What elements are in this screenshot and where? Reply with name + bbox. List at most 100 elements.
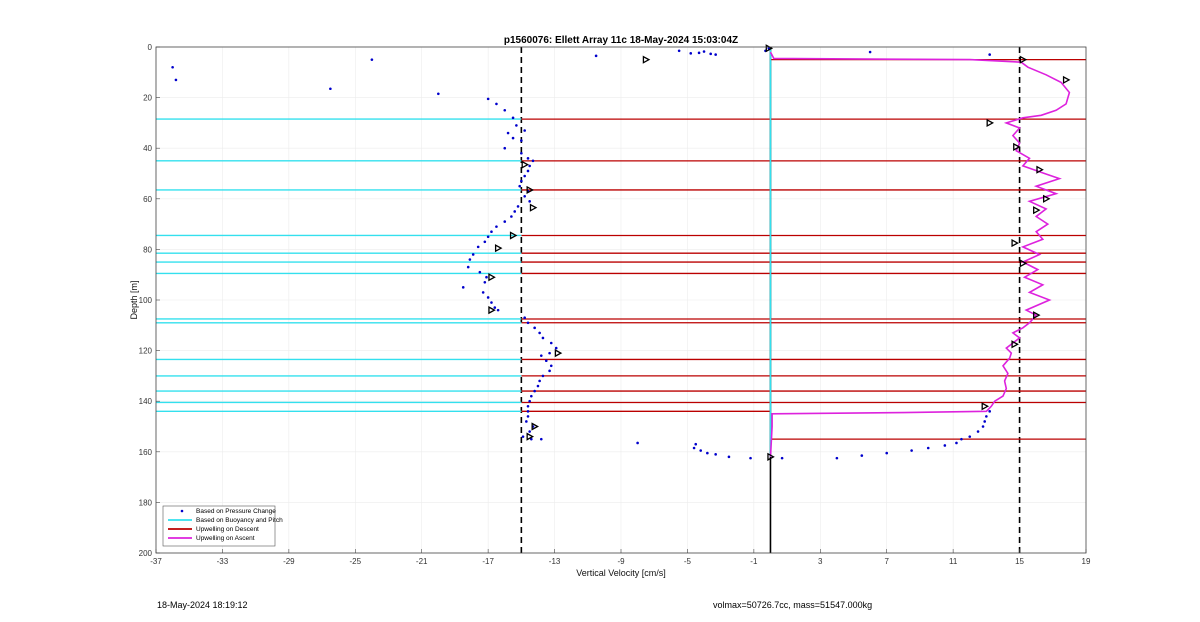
y-tick-label: 20 bbox=[143, 94, 152, 103]
x-tick-label: -33 bbox=[217, 557, 229, 566]
pressure-point bbox=[860, 454, 864, 457]
pressure-point bbox=[486, 235, 490, 239]
pressure-point bbox=[490, 301, 493, 304]
pressure-point bbox=[749, 456, 752, 460]
descent-lines bbox=[521, 59, 1086, 440]
pressure-point bbox=[692, 446, 696, 450]
pressure-point bbox=[699, 449, 703, 452]
x-tick-label: -5 bbox=[684, 557, 692, 566]
x-tick-label: -21 bbox=[416, 557, 428, 566]
triangle-marker bbox=[521, 160, 530, 169]
pressure-point bbox=[702, 50, 706, 53]
pressure-point bbox=[910, 449, 913, 452]
pressure-point bbox=[523, 129, 526, 132]
pressure-point bbox=[943, 444, 947, 447]
pressure-point bbox=[495, 225, 498, 228]
triangle-marker bbox=[488, 273, 496, 282]
pressure-point bbox=[486, 296, 490, 299]
pressure-point bbox=[503, 146, 507, 150]
y-tick-label: 80 bbox=[143, 245, 152, 254]
pressure-point bbox=[528, 164, 531, 168]
triangle-marker bbox=[529, 203, 538, 212]
pressure-point bbox=[520, 179, 523, 183]
triangle-marker bbox=[1013, 142, 1021, 152]
x-tick-label: -9 bbox=[617, 557, 625, 566]
triangle-marker bbox=[1062, 75, 1071, 84]
legend-swatch-pressure bbox=[180, 509, 184, 513]
pressure-point bbox=[520, 139, 523, 142]
x-tick-label: 3 bbox=[818, 557, 823, 566]
pressure-point bbox=[981, 425, 985, 428]
footer-info: volmax=50726.7cc, mass=51547.000kg bbox=[713, 600, 873, 610]
x-tick-label: -29 bbox=[283, 557, 295, 566]
pressure-point bbox=[714, 453, 717, 456]
pressure-point bbox=[171, 65, 174, 69]
pressure-point bbox=[926, 446, 930, 450]
triangle-marker bbox=[554, 349, 563, 358]
x-tick-label: 15 bbox=[1015, 557, 1024, 566]
x-axis-ticks: -37 -33 -29 -25 -21 -17 -13 -9 -5 -1 3 7 11 15 19 bbox=[150, 549, 1091, 566]
pressure-point bbox=[483, 280, 487, 284]
pressure-point bbox=[968, 435, 972, 438]
pressure-point bbox=[541, 374, 545, 378]
triangle-marker bbox=[767, 452, 775, 461]
pressure-point bbox=[538, 379, 541, 383]
buoyancy-lines bbox=[156, 49, 772, 457]
triangle-markers bbox=[488, 44, 1071, 461]
pressure-point bbox=[506, 131, 510, 135]
pressure-point bbox=[714, 53, 717, 56]
ascent-polyline bbox=[769, 51, 1071, 457]
pressure-point bbox=[526, 321, 530, 325]
pressure-point bbox=[960, 437, 963, 441]
triangle-marker bbox=[1036, 165, 1044, 174]
triangle-marker bbox=[642, 55, 651, 64]
pressure-point bbox=[526, 157, 530, 160]
pressure-point bbox=[526, 410, 530, 413]
pressure-point bbox=[523, 174, 526, 178]
x-axis-label: Vertical Velocity [cm/s] bbox=[576, 568, 666, 578]
pressure-point bbox=[515, 124, 518, 127]
y-axis-label: Depth [m] bbox=[129, 280, 139, 319]
legend-box bbox=[162, 505, 276, 547]
pressure-point bbox=[526, 169, 530, 173]
pressure-point bbox=[483, 240, 487, 244]
pressure-point bbox=[525, 420, 528, 423]
pressure-point bbox=[511, 136, 515, 140]
pressure-point bbox=[437, 92, 440, 96]
x-tick-label: -25 bbox=[350, 557, 362, 566]
pressure-point bbox=[496, 308, 500, 312]
y-tick-label: 120 bbox=[139, 347, 153, 356]
triangle-marker bbox=[1011, 238, 1019, 248]
pressure-point bbox=[988, 53, 991, 56]
legend-label: Upwelling on Ascent bbox=[196, 535, 255, 542]
x-tick-label: -13 bbox=[549, 557, 561, 566]
y-tick-label: 0 bbox=[148, 43, 153, 52]
pressure-point bbox=[503, 108, 507, 112]
pressure-point bbox=[530, 437, 533, 441]
legend-label: Based on Buoyancy and Pitch bbox=[196, 517, 283, 524]
pressure-point bbox=[329, 87, 332, 91]
pressure-point bbox=[544, 359, 548, 363]
pressure-point bbox=[520, 151, 523, 155]
pressure-point bbox=[510, 215, 513, 218]
pressure-point bbox=[503, 220, 507, 223]
pressure-point bbox=[528, 399, 531, 403]
pressure-point bbox=[976, 430, 980, 433]
triangle-marker bbox=[1042, 194, 1051, 203]
pressure-point bbox=[538, 331, 541, 335]
pressure-point bbox=[533, 389, 536, 393]
pressure-point bbox=[495, 102, 498, 106]
pressure-point bbox=[983, 420, 986, 423]
pressure-point bbox=[174, 78, 178, 82]
legend-label: Based on Pressure Change bbox=[196, 508, 276, 515]
triangle-marker bbox=[488, 306, 496, 315]
pressure-point bbox=[523, 194, 526, 198]
x-tick-label: -1 bbox=[750, 557, 758, 566]
x-tick-label: -37 bbox=[150, 557, 162, 566]
pressure-point bbox=[526, 404, 530, 408]
pressure-point bbox=[516, 205, 520, 208]
pressure-point bbox=[539, 437, 543, 441]
pressure-point bbox=[780, 456, 784, 460]
pressure-point bbox=[548, 351, 551, 355]
pressure-point bbox=[709, 52, 712, 56]
